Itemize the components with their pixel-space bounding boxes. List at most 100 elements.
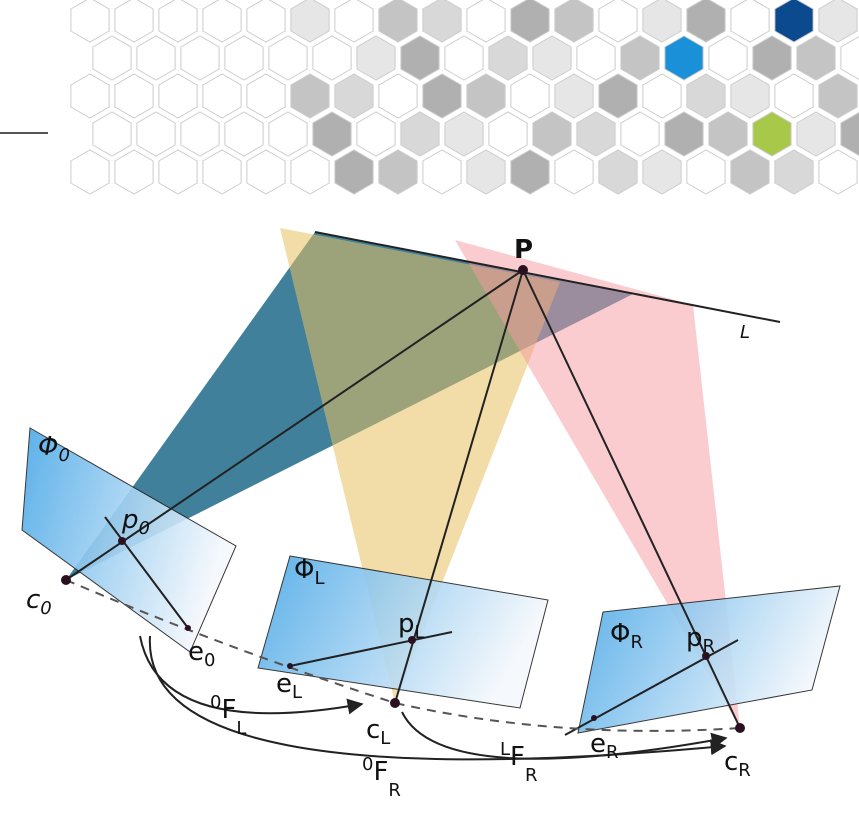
hexagon [796, 111, 836, 157]
hexagon [180, 35, 220, 81]
hexagon [774, 149, 814, 195]
plane-0 [21, 427, 237, 653]
hexagon [114, 149, 154, 195]
hexagon [356, 111, 396, 157]
line-L [314, 231, 781, 323]
label-main: Φ [610, 619, 630, 649]
hexagon [818, 149, 858, 195]
hexagon [224, 35, 264, 81]
hexagon [312, 35, 352, 81]
label-sup: L [500, 739, 510, 760]
hexagon [378, 73, 418, 119]
label-sup: 0 [210, 692, 221, 713]
hexagon [224, 111, 264, 157]
hexagon [466, 149, 506, 195]
hexagon [554, 73, 594, 119]
label-pR: pR [686, 623, 715, 657]
label-sub: 0 [204, 650, 215, 671]
label-sub: L [292, 682, 302, 703]
label-F0R: 0FR [362, 754, 401, 801]
plane-R [577, 585, 841, 734]
hexagon [532, 111, 572, 157]
label-main: c [366, 715, 380, 745]
cone-L [280, 228, 560, 703]
label-eL: eL [276, 669, 302, 703]
hexagon [422, 149, 462, 195]
label-cL: cL [366, 715, 390, 749]
hexagon [246, 0, 286, 43]
label-c0: c0 [26, 585, 52, 619]
label-main: Φ [294, 555, 314, 585]
hexagon [422, 73, 462, 119]
hexagon [378, 0, 418, 43]
hexagon [664, 35, 704, 81]
decoration [0, 0, 859, 195]
hexagon [70, 0, 110, 43]
hexagon [620, 35, 660, 81]
hexagon [444, 35, 484, 81]
label-sub: R [738, 760, 751, 781]
hexagon [202, 149, 242, 195]
hexagon [686, 73, 726, 119]
plane-L [257, 555, 549, 709]
label-F0L: 0FL [210, 692, 246, 739]
label-sub: R [630, 632, 643, 653]
hexagon [400, 35, 440, 81]
hexagon [334, 149, 374, 195]
hexagon [686, 149, 726, 195]
label-main: e [188, 637, 204, 667]
hexagon [598, 73, 638, 119]
hexagon [114, 0, 154, 43]
hexagon [752, 111, 792, 157]
label-main: F [373, 757, 388, 787]
hexagon [510, 73, 550, 119]
hexagon [840, 111, 859, 157]
hexagon [730, 149, 770, 195]
hexagon [488, 35, 528, 81]
hexagon [664, 111, 704, 157]
hexagon [818, 0, 858, 43]
points [61, 265, 745, 733]
hexagon [752, 35, 792, 81]
label-phi0: Φ0 [38, 432, 70, 466]
label-phiR: ΦR [610, 619, 643, 653]
hexagon [334, 73, 374, 119]
label-sub: R [606, 742, 619, 763]
hexagon [290, 0, 330, 43]
label-sub: 0 [40, 598, 51, 619]
hexagon [92, 35, 132, 81]
hexagon [774, 73, 814, 119]
hexagon [554, 149, 594, 195]
label-sub: L [236, 718, 246, 739]
label-main: Φ [38, 432, 58, 462]
label-main: p [398, 609, 415, 639]
hexagon [686, 0, 726, 43]
hexagon [620, 111, 660, 157]
hexagon [70, 149, 110, 195]
hexagon [334, 0, 374, 43]
hexagon [312, 111, 352, 157]
label-main: c [724, 747, 738, 777]
hexagon [554, 0, 594, 43]
label-main: F [221, 695, 236, 725]
hexagon [356, 35, 396, 81]
hexagon [708, 111, 748, 157]
hexagon [70, 73, 110, 119]
label-sub: R [703, 636, 716, 657]
hexagon [92, 111, 132, 157]
hexagon [202, 73, 242, 119]
hexagon [268, 111, 308, 157]
label-main: e [276, 669, 292, 699]
label-sub: L [314, 568, 324, 589]
hexagon [158, 149, 198, 195]
hexagon [202, 0, 242, 43]
hexagon [576, 35, 616, 81]
rays [65, 269, 741, 736]
hexagon [158, 73, 198, 119]
hexagon [576, 111, 616, 157]
label-main: F [510, 742, 525, 772]
label-main: c [26, 585, 40, 615]
label-sub: 0 [58, 445, 69, 466]
label-cR: cR [724, 747, 751, 781]
hexagon [598, 0, 638, 43]
